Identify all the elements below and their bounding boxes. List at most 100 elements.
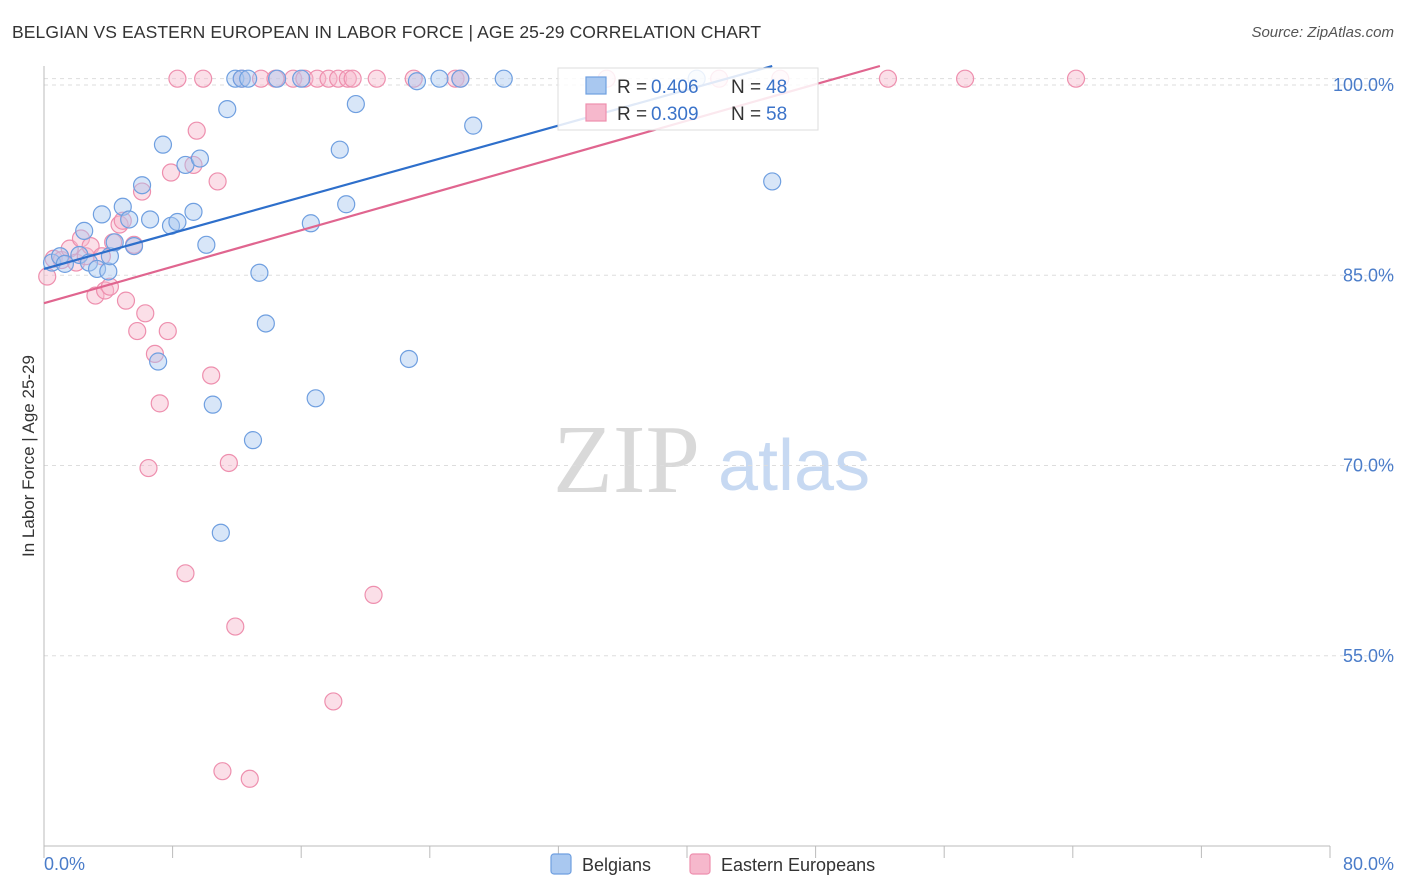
bottom-legend-swatch-eastern-europeans xyxy=(689,853,711,875)
eastern-europeans-point xyxy=(364,585,383,604)
belgians-point xyxy=(494,69,513,88)
eastern-europeans-point xyxy=(202,366,221,385)
legend-swatch-eastern-europeans xyxy=(585,103,607,122)
belgians-point xyxy=(184,202,203,221)
eastern-europeans-point xyxy=(86,286,105,305)
belgians-point xyxy=(99,262,118,281)
belgians-point xyxy=(330,140,349,159)
eastern-europeans-point xyxy=(213,762,232,781)
legend-r-label-belgians: R = xyxy=(617,77,647,98)
y-tick-label: 85.0% xyxy=(1343,265,1394,285)
eastern-europeans-point xyxy=(324,692,343,711)
belgians-point xyxy=(105,233,124,252)
eastern-europeans-point xyxy=(116,291,136,310)
belgians-point xyxy=(451,69,470,88)
belgians-point xyxy=(763,172,782,191)
belgians-point xyxy=(168,212,187,232)
legend-n-label-eastern-europeans: N = xyxy=(731,104,761,125)
eastern-europeans-point xyxy=(113,211,132,230)
belgians-point xyxy=(140,210,160,229)
eastern-europeans-point xyxy=(161,163,181,182)
watermark: ZIP atlas xyxy=(553,406,870,514)
belgians-point xyxy=(250,263,269,282)
x-tick-label-min: 0.0% xyxy=(44,854,85,874)
eastern-europeans-point xyxy=(1066,69,1086,88)
eastern-europeans-point xyxy=(176,564,195,583)
y-axis-label: In Labor Force | Age 25-29 xyxy=(19,355,38,557)
bottom-legend: Belgians Eastern Europeans xyxy=(550,853,875,875)
eastern-europeans-point xyxy=(329,69,348,88)
belgians-point xyxy=(407,72,427,91)
legend-box: R = 0.406 N = 48 R = 0.309 N = 58 xyxy=(557,67,819,131)
eastern-europeans-point xyxy=(158,321,177,341)
legend-r-value-belgians: 0.406 xyxy=(651,77,699,98)
legend-n-label-belgians: N = xyxy=(731,77,761,98)
series-belgians-points xyxy=(42,69,782,542)
bottom-legend-swatch-belgians xyxy=(550,853,572,875)
belgians-point xyxy=(256,314,275,333)
belgians-point xyxy=(203,395,222,414)
belgians-point xyxy=(226,69,245,88)
x-ticks xyxy=(43,846,1331,858)
belgians-point xyxy=(399,349,419,369)
bottom-legend-label-eastern-europeans: Eastern Europeans xyxy=(721,855,875,875)
belgians-point xyxy=(232,69,251,88)
belgians-point xyxy=(87,259,107,279)
belgians-point xyxy=(267,69,287,88)
legend-r-value-eastern-europeans: 0.309 xyxy=(651,104,699,125)
eastern-europeans-point xyxy=(168,69,187,88)
eastern-europeans-point xyxy=(150,394,169,413)
eastern-europeans-point xyxy=(187,121,206,140)
eastern-europeans-point xyxy=(240,769,259,788)
eastern-europeans-point xyxy=(367,69,386,88)
eastern-europeans-point xyxy=(319,69,338,88)
y-tick-label: 55.0% xyxy=(1343,646,1394,666)
belgians-point xyxy=(153,135,173,154)
legend-n-value-eastern-europeans: 58 xyxy=(766,104,787,125)
belgians-point xyxy=(243,431,263,450)
eastern-europeans-point xyxy=(208,172,227,191)
belgians-point xyxy=(92,205,111,224)
eastern-europeans-point xyxy=(194,69,213,88)
belgians-point xyxy=(346,94,365,114)
belgians-point xyxy=(239,69,258,88)
eastern-europeans-point xyxy=(343,69,362,88)
belgians-point xyxy=(149,352,168,371)
bottom-legend-label-belgians: Belgians xyxy=(582,855,651,875)
y-tick-labels: 55.0% 70.0% 85.0% 100.0% xyxy=(1333,75,1394,666)
belgians-point xyxy=(75,221,94,240)
x-tick-label-max: 80.0% xyxy=(1343,854,1394,874)
legend-r-label-eastern-europeans: R = xyxy=(617,104,647,125)
belgians-point xyxy=(306,389,325,408)
source-label: Source: ZipAtlas.com xyxy=(1251,24,1394,41)
chart-title: BELGIAN VS EASTERN EUROPEAN IN LABOR FOR… xyxy=(12,22,762,42)
eastern-europeans-point xyxy=(878,69,898,88)
eastern-europeans-point xyxy=(404,69,423,88)
eastern-europeans-point xyxy=(446,69,465,88)
y-tick-label: 70.0% xyxy=(1343,456,1394,476)
belgians-point xyxy=(430,69,449,88)
eastern-europeans-point xyxy=(139,458,158,478)
belgians-point xyxy=(190,149,210,168)
eastern-europeans-point xyxy=(226,617,245,636)
y-tick-label: 100.0% xyxy=(1333,75,1394,95)
grid-lines xyxy=(44,78,1394,657)
eastern-europeans-point xyxy=(132,182,152,201)
belgians-point xyxy=(120,210,139,229)
belgians-point xyxy=(464,116,483,135)
watermark-zip: ZIP xyxy=(553,406,700,514)
belgians-point xyxy=(211,523,230,542)
eastern-europeans-point xyxy=(338,69,357,88)
belgians-point xyxy=(337,195,356,214)
belgians-point xyxy=(218,100,237,119)
eastern-europeans-point xyxy=(128,321,147,341)
eastern-europeans-point xyxy=(955,69,975,88)
eastern-europeans-point xyxy=(219,453,238,473)
belgians-point xyxy=(292,69,311,88)
eastern-europeans-point xyxy=(251,69,271,88)
eastern-europeans-point xyxy=(136,304,155,323)
belgians-point xyxy=(197,235,216,254)
belgians-point xyxy=(132,176,152,195)
legend-swatch-belgians xyxy=(585,76,607,95)
